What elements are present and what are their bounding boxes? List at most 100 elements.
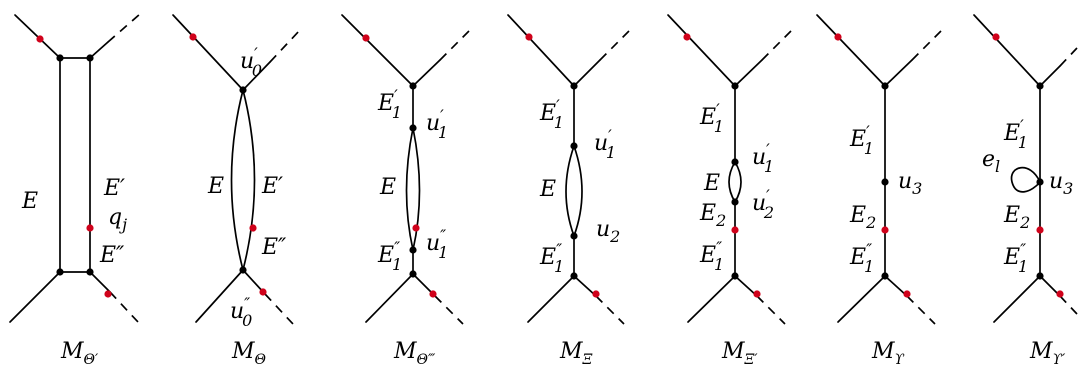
node	[881, 178, 889, 186]
caption: Mϒ	[871, 339, 905, 366]
marked-point	[362, 34, 370, 42]
edge-top-right-dashed	[107, 13, 141, 43]
marked-point	[903, 290, 911, 298]
node	[731, 198, 739, 206]
node	[570, 82, 578, 90]
panel-m-upsilon-prime: E′ 1 el u3 E2 E″ 1 Mϒ′	[973, 14, 1078, 366]
label-e1-prime: E′ 1	[377, 86, 402, 122]
edge-top-right-dashed	[1059, 47, 1078, 67]
edge-bottom-right	[734, 275, 758, 297]
label-e1-prime: E′ 1	[539, 96, 564, 132]
node	[881, 82, 889, 90]
caption: MΘ′	[60, 339, 99, 366]
edge-top-right	[1039, 65, 1061, 87]
panel-m-upsilon: E′ 1 u3 E2 E″ 1 Mϒ	[816, 14, 943, 366]
marked-point	[1056, 290, 1064, 298]
label-e1-double-prime: E″ 1	[539, 240, 564, 276]
node	[239, 86, 247, 94]
label-e1-double-prime: E″ 1	[699, 238, 724, 274]
marked-point	[1036, 226, 1044, 234]
marked-point	[992, 33, 1000, 41]
caption: MΞ	[559, 339, 593, 366]
label-u1-double-prime: u″ 1	[426, 226, 448, 262]
node	[86, 268, 94, 276]
edge-top-left	[816, 14, 886, 87]
edge-bottom-right-dashed	[1059, 295, 1078, 315]
edge-bottom-left	[837, 275, 886, 323]
label-u2-prime: u′ 2	[752, 186, 774, 222]
label-q: qj	[108, 205, 127, 234]
label-u3: u3	[898, 169, 922, 198]
edge-top-right-dashed	[761, 29, 793, 61]
label-u2: u2	[596, 217, 620, 246]
marked-point	[753, 290, 761, 298]
marked-point	[683, 33, 691, 41]
label-e2: E2	[1003, 203, 1030, 232]
panel-m-xi-prime: E′ 1 u′ 1 E E2 u′ 2 E″ 1 MΞ′	[667, 14, 793, 366]
edge-top-left	[667, 14, 736, 87]
marked-point	[429, 290, 437, 298]
label-u0-double-prime: u″ 0	[230, 294, 252, 330]
panel-m-xi: E′ 1 u′ 1 E u2 E″ 1 MΞ	[507, 14, 631, 366]
edge-e-left-arc	[728, 161, 736, 203]
caption: MΘ	[231, 339, 267, 366]
node	[1036, 82, 1044, 90]
label-e-l: el	[982, 147, 1000, 176]
edge-bottom-right-dashed	[756, 295, 786, 325]
edge-top-left	[172, 14, 244, 91]
edge-bottom-right-dashed	[906, 295, 936, 325]
marked-point	[259, 288, 267, 296]
node	[731, 82, 739, 90]
label-e: E	[379, 175, 396, 200]
node	[1036, 272, 1044, 280]
edge-top-right-dashed	[599, 29, 631, 61]
label-e2: E2	[849, 203, 876, 232]
label-e: E	[703, 171, 720, 196]
edge-bottom-right-dashed	[434, 295, 464, 325]
edge-e-right-arc	[734, 161, 742, 203]
label-e: E	[539, 177, 556, 202]
edge-e-left-arc	[565, 145, 575, 237]
caption: Mϒ′	[1029, 339, 1066, 366]
edge-bottom-left	[527, 275, 575, 323]
label-e1-prime: E′ 1	[849, 122, 874, 158]
node	[409, 270, 417, 278]
marked-point	[592, 290, 600, 298]
edge-top-left	[341, 14, 414, 87]
label-u1-prime: u′ 1	[426, 106, 448, 142]
label-e1-prime: E′ 1	[1003, 116, 1028, 152]
node	[731, 272, 739, 280]
edge-e-right-arc	[242, 89, 256, 271]
label-e1-double-prime: E″ 1	[849, 240, 874, 276]
edge-top-right	[734, 59, 763, 87]
node	[731, 158, 739, 166]
label-e1-double-prime: E″ 1	[377, 238, 402, 274]
edge-e-right-arc	[573, 145, 583, 237]
edge-e-right-arc	[412, 127, 421, 251]
node	[881, 272, 889, 280]
node	[86, 54, 94, 62]
edge-e-left-arc	[230, 89, 244, 271]
label-u1-prime: u′ 1	[594, 126, 616, 162]
edge-bottom-left	[365, 273, 414, 323]
node	[409, 246, 417, 254]
label-e-prime: E′	[261, 174, 283, 199]
label-e1-prime: E′ 1	[699, 100, 724, 136]
label-e-double-prime: E″	[99, 243, 125, 268]
marked-point	[189, 33, 197, 41]
caption: MΘ‴	[393, 339, 436, 366]
node	[1036, 178, 1044, 186]
marked-point	[249, 224, 257, 232]
node	[570, 142, 578, 150]
edge-top-left	[507, 14, 575, 87]
edge-e-left-arc	[405, 127, 414, 251]
edge-top-right	[89, 41, 109, 59]
node	[409, 124, 417, 132]
label-u1-prime: u′ 1	[752, 140, 774, 176]
edge-bottom-left	[687, 275, 736, 323]
edge-bottom-left	[9, 271, 61, 323]
node	[56, 268, 64, 276]
edge-top-right	[573, 59, 601, 87]
marked-point	[834, 33, 842, 41]
